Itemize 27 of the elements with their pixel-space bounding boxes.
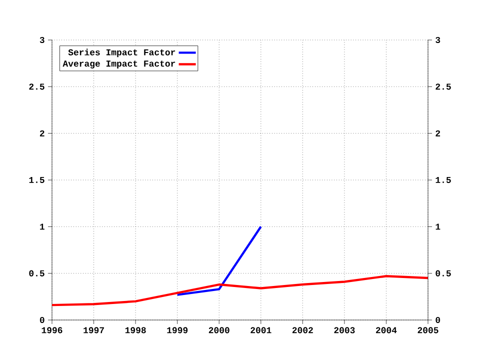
x-tick-label: 1996 xyxy=(42,327,62,334)
x-tick-label: 2002 xyxy=(292,327,313,334)
y-tick-label: 1.5 xyxy=(29,177,44,183)
y-tick-label: 2 xyxy=(40,130,44,136)
line-series xyxy=(52,275,428,306)
legend-label: Series Impact Factor xyxy=(68,48,176,58)
y-tick-label: 3 xyxy=(40,36,44,44)
x-tick-label: 2001 xyxy=(250,327,272,334)
y2-tick-label: 2 xyxy=(436,130,440,136)
y2-tick-label: 0.5 xyxy=(436,270,451,276)
x-tick-label: 1998 xyxy=(125,327,146,334)
x-tick-label: 1997 xyxy=(84,327,104,334)
x-tick-label: 2004 xyxy=(376,327,397,334)
y2-tick-label: 3 xyxy=(436,36,440,44)
legend-label: Average Impact Factor xyxy=(62,60,176,68)
x-tick-label: 2003 xyxy=(334,327,355,334)
y2-tick-label: 1 xyxy=(436,224,440,230)
x-tick-label: 2000 xyxy=(208,327,230,334)
x-tick-label: 2005 xyxy=(418,327,438,334)
y2-tick-label: 1.5 xyxy=(436,177,451,183)
y-tick-label: 1 xyxy=(40,224,44,230)
y-tick-label: 0.5 xyxy=(29,270,44,276)
y-tick-label: 2.5 xyxy=(29,84,44,90)
y2-tick-label: 2.5 xyxy=(436,84,451,90)
y-tick-label: 0 xyxy=(40,316,44,324)
x-tick-label: 1999 xyxy=(167,327,188,334)
y2-tick-label: 0 xyxy=(436,316,440,324)
